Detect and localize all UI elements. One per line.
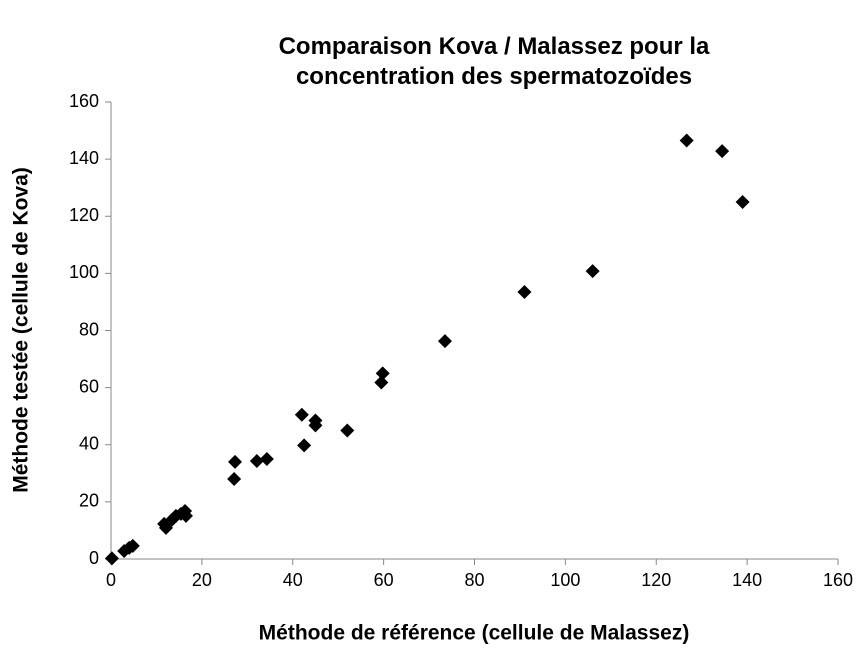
point xyxy=(585,264,600,279)
chart-title: Comparaison Kova / Malassez pour la conce… xyxy=(279,33,710,90)
point xyxy=(117,544,132,559)
point xyxy=(340,423,355,438)
y-tick-label: 120 xyxy=(69,205,99,225)
point xyxy=(227,472,242,487)
point xyxy=(259,452,274,467)
y-tick-label: 0 xyxy=(89,548,99,568)
x-tick-label: 60 xyxy=(374,570,394,590)
point xyxy=(517,284,532,299)
y-tick-label: 100 xyxy=(69,262,99,282)
point xyxy=(125,538,140,553)
x-tick-label: 80 xyxy=(464,570,484,590)
x-tick-label: 20 xyxy=(192,570,212,590)
point xyxy=(249,454,264,469)
point xyxy=(228,454,243,469)
y-axis-title: Méthode testée (cellule de Kova) xyxy=(10,167,33,493)
point xyxy=(374,375,389,390)
point xyxy=(735,194,750,209)
point xyxy=(308,418,323,433)
y-tick-label: 160 xyxy=(69,91,99,111)
x-tick-label: 120 xyxy=(641,570,671,590)
x-tick-label: 160 xyxy=(823,570,853,590)
x-axis-title: Méthode de référence (cellule de Malasse… xyxy=(259,622,690,645)
y-tick-label: 80 xyxy=(79,319,99,339)
x-tick-label: 140 xyxy=(732,570,762,590)
y-tick-label: 140 xyxy=(69,148,99,168)
point xyxy=(715,144,730,159)
x-tick-label: 100 xyxy=(550,570,580,590)
point xyxy=(178,508,193,523)
point xyxy=(679,133,694,148)
x-tick-label: 0 xyxy=(106,570,116,590)
y-tick-label: 40 xyxy=(79,434,99,454)
point xyxy=(375,366,390,381)
x-tick-label: 40 xyxy=(283,570,303,590)
point xyxy=(294,407,309,422)
point xyxy=(104,551,119,566)
point xyxy=(437,334,452,349)
y-tick-label: 60 xyxy=(79,376,99,396)
y-tick-label: 20 xyxy=(79,491,99,511)
point xyxy=(297,438,312,453)
